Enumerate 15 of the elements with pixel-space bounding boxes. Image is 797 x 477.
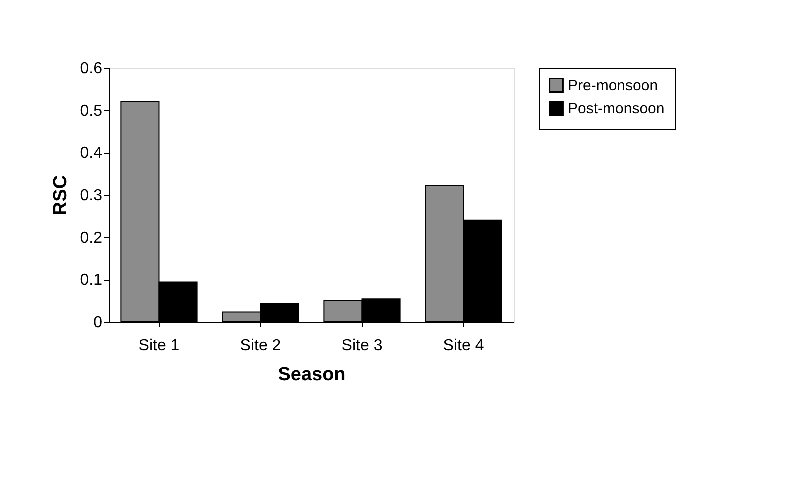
y-tick-label: 0.3 <box>80 188 103 204</box>
y-axis-title: RSC <box>50 175 72 216</box>
x-tick-label: Site 3 <box>342 338 383 354</box>
y-tick-label: 0.5 <box>80 102 103 120</box>
y-tick-label: 0.4 <box>80 145 103 162</box>
x-tick-label: Site 1 <box>138 338 180 354</box>
x-tick-label: Site 4 <box>443 338 484 354</box>
x-axis-title: Season <box>278 364 346 386</box>
x-tick-label: Site 2 <box>240 338 282 354</box>
y-tick-label: 0 <box>94 314 103 332</box>
y-tick-label: 0.1 <box>80 272 103 290</box>
legend-label: Pre-monsoon <box>568 78 658 94</box>
y-tick-label: 0.2 <box>80 230 103 247</box>
legend-label: Post-monsoon <box>568 100 665 118</box>
y-tick-label: 0.6 <box>80 60 103 78</box>
